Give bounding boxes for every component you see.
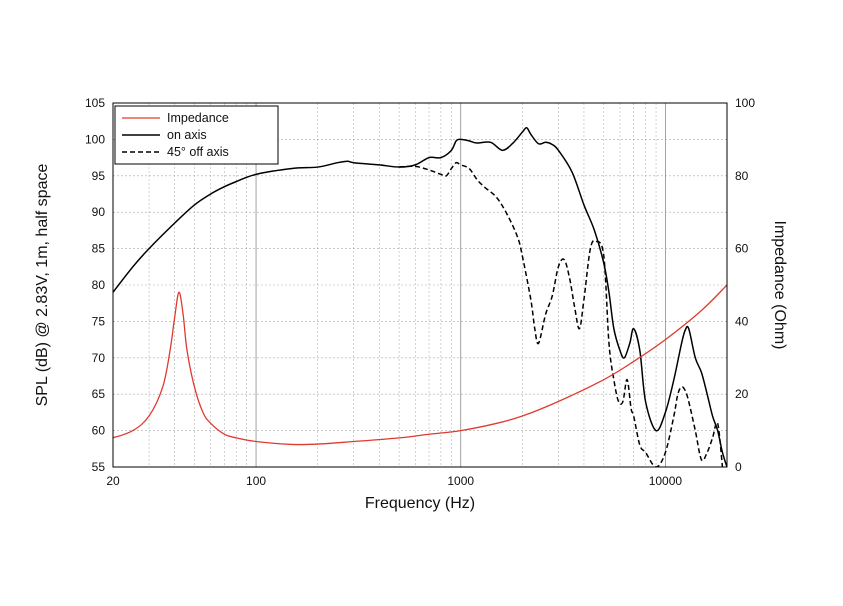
legend-label-off-axis: 45° off axis bbox=[167, 145, 229, 159]
y-left-tick-label: 70 bbox=[92, 351, 106, 365]
y-axis-right-title: Impedance (Ohm) bbox=[771, 221, 788, 350]
y-left-tick-label: 60 bbox=[92, 424, 106, 438]
y-right-tick-label: 100 bbox=[735, 96, 755, 110]
legend-label-impedance: Impedance bbox=[167, 111, 229, 125]
y-right-tick-label: 60 bbox=[735, 242, 749, 256]
series-line-45-off-axis bbox=[399, 161, 724, 467]
y-right-tick-label: 0 bbox=[735, 460, 742, 474]
plot-frame bbox=[112, 102, 728, 468]
y-axis-left-title: SPL (dB) @ 2.83V, 1m, half space bbox=[34, 164, 51, 407]
y-left-tick-label: 90 bbox=[92, 205, 106, 219]
legend: Impedance on axis 45° off axis bbox=[114, 105, 279, 165]
series-line-impedance bbox=[113, 284, 727, 446]
y-left-tick-label: 85 bbox=[92, 242, 106, 256]
x-axis-title: Frequency (Hz) bbox=[365, 495, 475, 512]
series-line-on-axis bbox=[113, 126, 727, 467]
y-left-tick-label: 65 bbox=[92, 387, 106, 401]
y-left-tick-label: 55 bbox=[92, 460, 106, 474]
y-left-tick-label: 75 bbox=[92, 314, 106, 328]
x-tick-label: 100 bbox=[246, 474, 266, 488]
y-right-tick-label: 40 bbox=[735, 314, 749, 328]
legend-label-on-axis: on axis bbox=[167, 128, 207, 142]
x-tick-label: 20 bbox=[106, 474, 120, 488]
x-tick-label: 1000 bbox=[447, 474, 474, 488]
series-layer bbox=[113, 126, 727, 467]
y-right-tick-label: 20 bbox=[735, 387, 749, 401]
y-left-tick-label: 105 bbox=[85, 96, 105, 110]
y-left-tick-label: 80 bbox=[92, 278, 106, 292]
y-left-tick-label: 100 bbox=[85, 132, 105, 146]
tick-labels: 20 100 1000 10000 55 60 65 70 75 80 85 90 95 100 105 0 2… bbox=[85, 96, 755, 488]
x-tick-label: 10000 bbox=[649, 474, 683, 488]
y-left-tick-label: 95 bbox=[92, 169, 106, 183]
y-right-tick-label: 80 bbox=[735, 169, 749, 183]
